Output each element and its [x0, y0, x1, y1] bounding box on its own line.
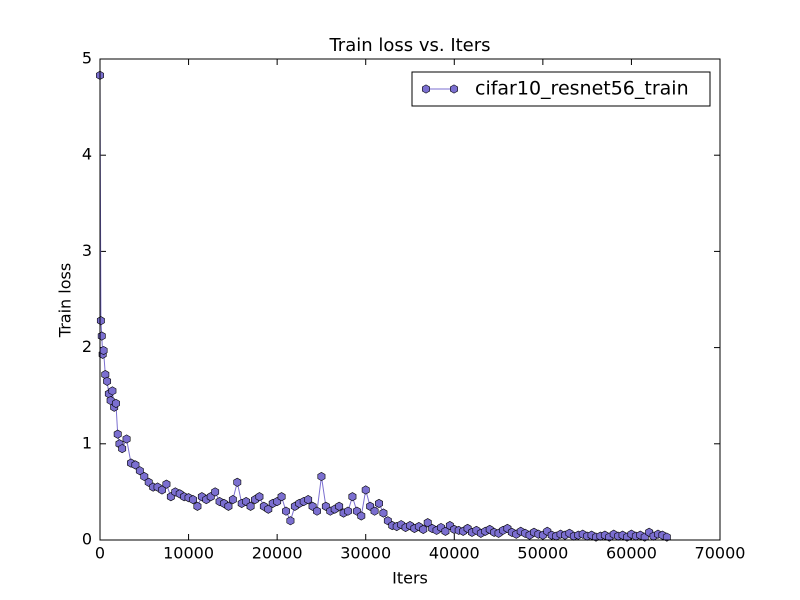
data-point [162, 479, 171, 489]
data-point [211, 487, 220, 497]
legend-marker [422, 84, 430, 94]
y-tick-label: 4 [82, 145, 92, 164]
data-point [118, 444, 127, 454]
data-point [103, 376, 112, 386]
data-point [348, 492, 357, 502]
x-tick-label: 10000 [163, 544, 214, 563]
y-tick-label: 0 [82, 530, 92, 549]
data-point [193, 501, 202, 511]
plot-frame [99, 58, 721, 541]
x-axis-label: Iters [392, 569, 428, 588]
data-point [361, 485, 370, 495]
data-point [370, 506, 379, 516]
data-point [97, 331, 106, 341]
data-point [255, 492, 264, 502]
data-point [423, 518, 432, 528]
y-axis-label: Train loss [56, 263, 75, 338]
y-tick-label: 5 [82, 49, 92, 68]
data-point [131, 460, 140, 470]
data-point [246, 501, 255, 511]
x-tick-label: 70000 [695, 544, 746, 563]
data-point [375, 498, 383, 508]
legend-box [411, 71, 711, 107]
data-point [108, 386, 117, 396]
data-point [113, 429, 122, 439]
data-point [286, 516, 295, 526]
data-point [357, 511, 366, 521]
x-tick-label: 40000 [429, 544, 480, 563]
data-point [662, 532, 671, 542]
y-tick-label: 1 [82, 433, 92, 452]
chart-title: Train loss vs. Iters [328, 35, 490, 56]
data-point [233, 477, 242, 487]
x-tick-label: 0 [95, 544, 105, 563]
data-point [135, 466, 144, 476]
data-point [379, 508, 388, 518]
data-point [304, 495, 313, 505]
data-point [282, 506, 290, 516]
data-point [99, 345, 108, 356]
x-tick-label: 60000 [606, 544, 657, 563]
x-tick-label: 50000 [517, 544, 568, 563]
data-point [313, 506, 321, 516]
data-point [112, 398, 120, 408]
y-tick-label: 3 [82, 241, 92, 260]
data-point [140, 471, 149, 482]
data-point [419, 524, 428, 534]
legend-label: cifar10_resnet56_train [475, 78, 689, 100]
data-point [344, 506, 352, 516]
data-point [96, 316, 105, 326]
data-point [317, 471, 326, 482]
x-tick-label: 20000 [252, 544, 303, 563]
data-point [122, 434, 131, 444]
x-tick-label: 30000 [340, 544, 391, 563]
y-tick-label: 2 [82, 337, 92, 356]
data-point [228, 495, 237, 505]
data-point [224, 501, 233, 511]
data-point [189, 495, 197, 505]
legend-marker [450, 84, 458, 94]
data-point [335, 501, 344, 511]
data-point [277, 492, 286, 502]
